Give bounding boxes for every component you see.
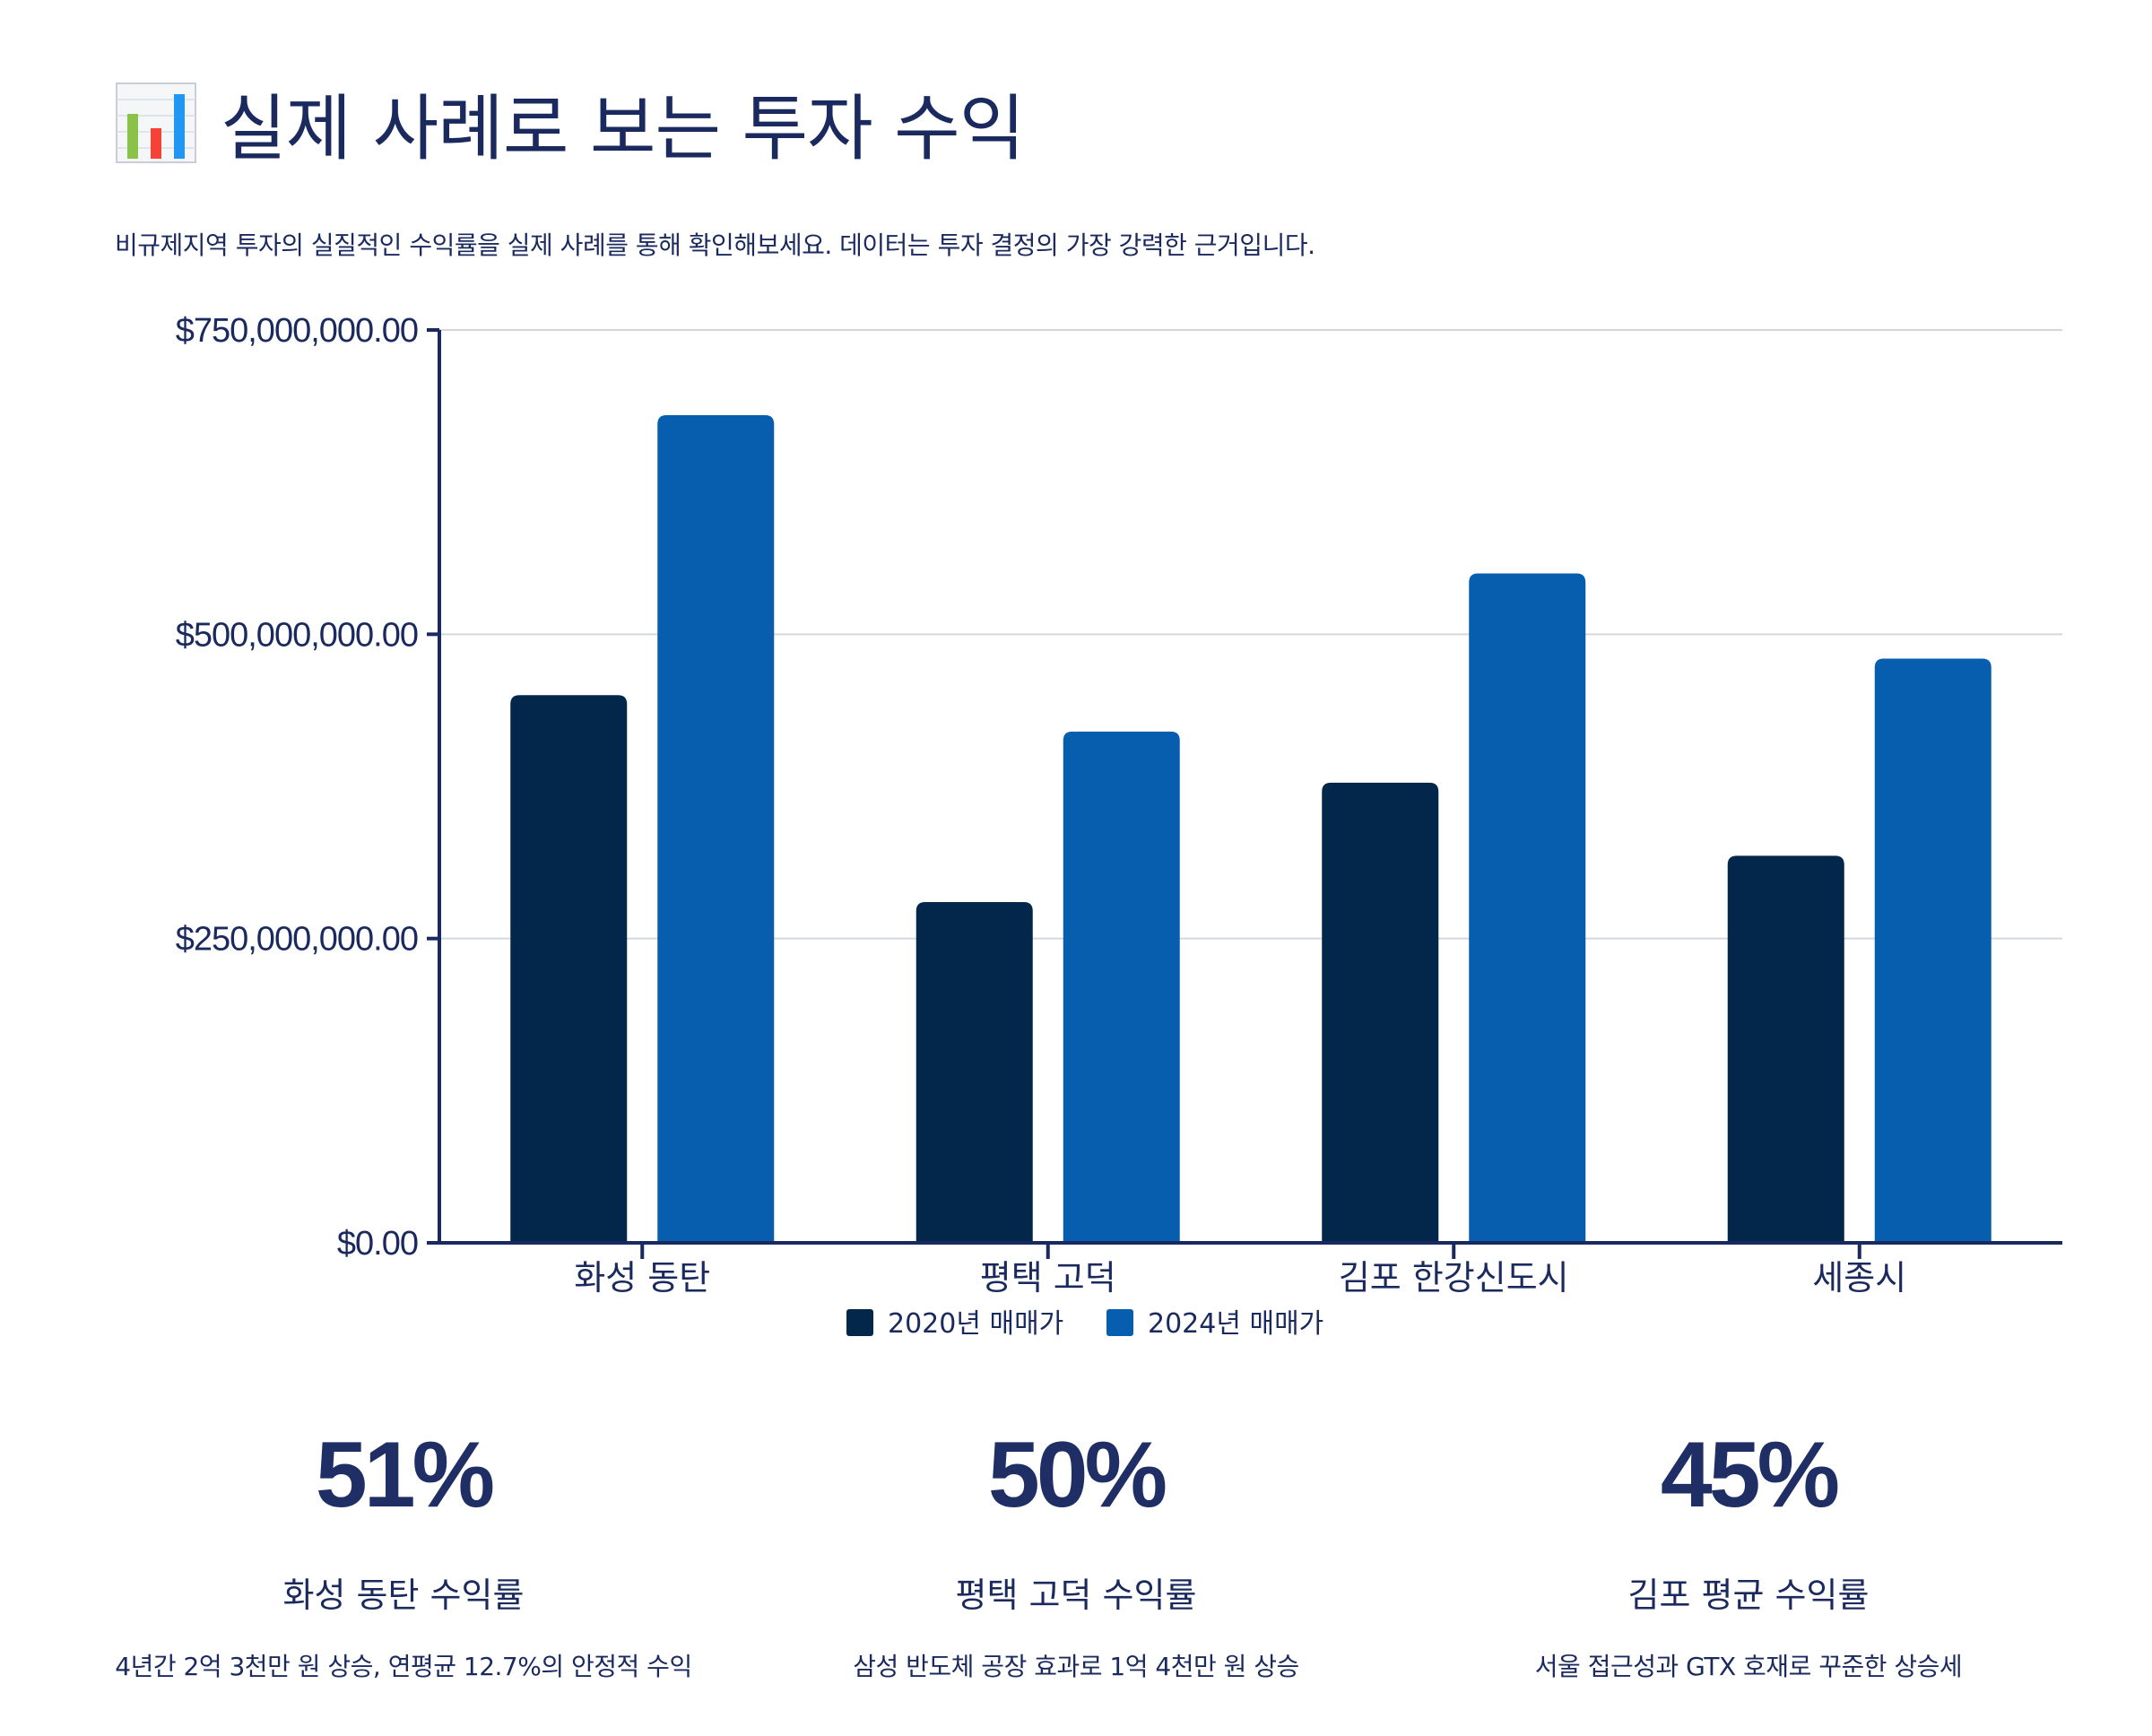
stat-label: 평택 고덕 수익률 [955,1575,1197,1615]
stats-row: 51% 화성 동탄 수익률 4년간 2억 3천만 원 상승, 연평균 12.7%… [72,1417,2080,1704]
page-subtitle: 비규제지역 투자의 실질적인 수익률을 실제 사례를 통해 확인해보세요. 데이… [115,230,1315,260]
x-tick-label: 김포 한강신도시 [1339,1258,1569,1298]
stat-value: 50% [987,1423,1167,1527]
x-tick-label: 평택 고덕 [980,1258,1116,1298]
bar [1063,731,1180,1243]
bar [1727,855,1844,1243]
bar [510,695,628,1243]
legend-swatch [846,1309,873,1336]
bar [657,415,775,1244]
y-tick-label: $0.00 [337,1225,418,1263]
legend-label: 2024년 매매가 [1148,1308,1323,1340]
stat-value: 45% [1660,1423,1840,1527]
y-tick-label: $750,000,000.00 [176,312,418,350]
x-tick-label: 화성 동탄 [574,1258,710,1298]
page-title: 실제 사례로 보는 투자 수익 [221,87,1025,170]
stat-card: 51% 화성 동탄 수익률 4년간 2억 3천만 원 상승, 연평균 12.7%… [72,1417,735,1704]
legend-label: 2020년 매매가 [888,1308,1063,1340]
stat-description: 서울 접근성과 GTX 호재로 꾸준한 상승세 [1534,1652,1963,1681]
y-tick-label: $250,000,000.00 [176,921,418,959]
y-tick-label: $500,000,000.00 [176,616,418,654]
bar [1874,658,1991,1243]
bar [1469,573,1586,1243]
stat-value: 51% [315,1423,495,1527]
legend-swatch [1106,1309,1133,1336]
bar-chart-icon [116,82,196,163]
bar [1322,782,1439,1243]
bar-chart: $0.00 $250,000,000.00 $500,000,000.00 $750,… [176,312,2062,1340]
stat-card: 45% 김포 평균 수익률 서울 접근성과 GTX 호재로 꾸준한 상승세 [1417,1417,2080,1704]
stat-card: 50% 평택 고덕 수익률 삼성 반도체 공장 효과로 1억 4천만 원 상승 [744,1417,1408,1704]
stat-description: 삼성 반도체 공장 효과로 1억 4천만 원 상승 [853,1652,1299,1681]
stat-description: 4년간 2억 3천만 원 상승, 연평균 12.7%의 안정적 수익 [115,1652,692,1681]
bar [915,901,1033,1243]
page-header: 실제 사례로 보는 투자 수익 [115,74,1025,172]
x-tick-label: 세종시 [1812,1258,1906,1298]
stat-label: 김포 평균 수익률 [1627,1575,1870,1615]
stat-label: 화성 동탄 수익률 [282,1575,525,1615]
